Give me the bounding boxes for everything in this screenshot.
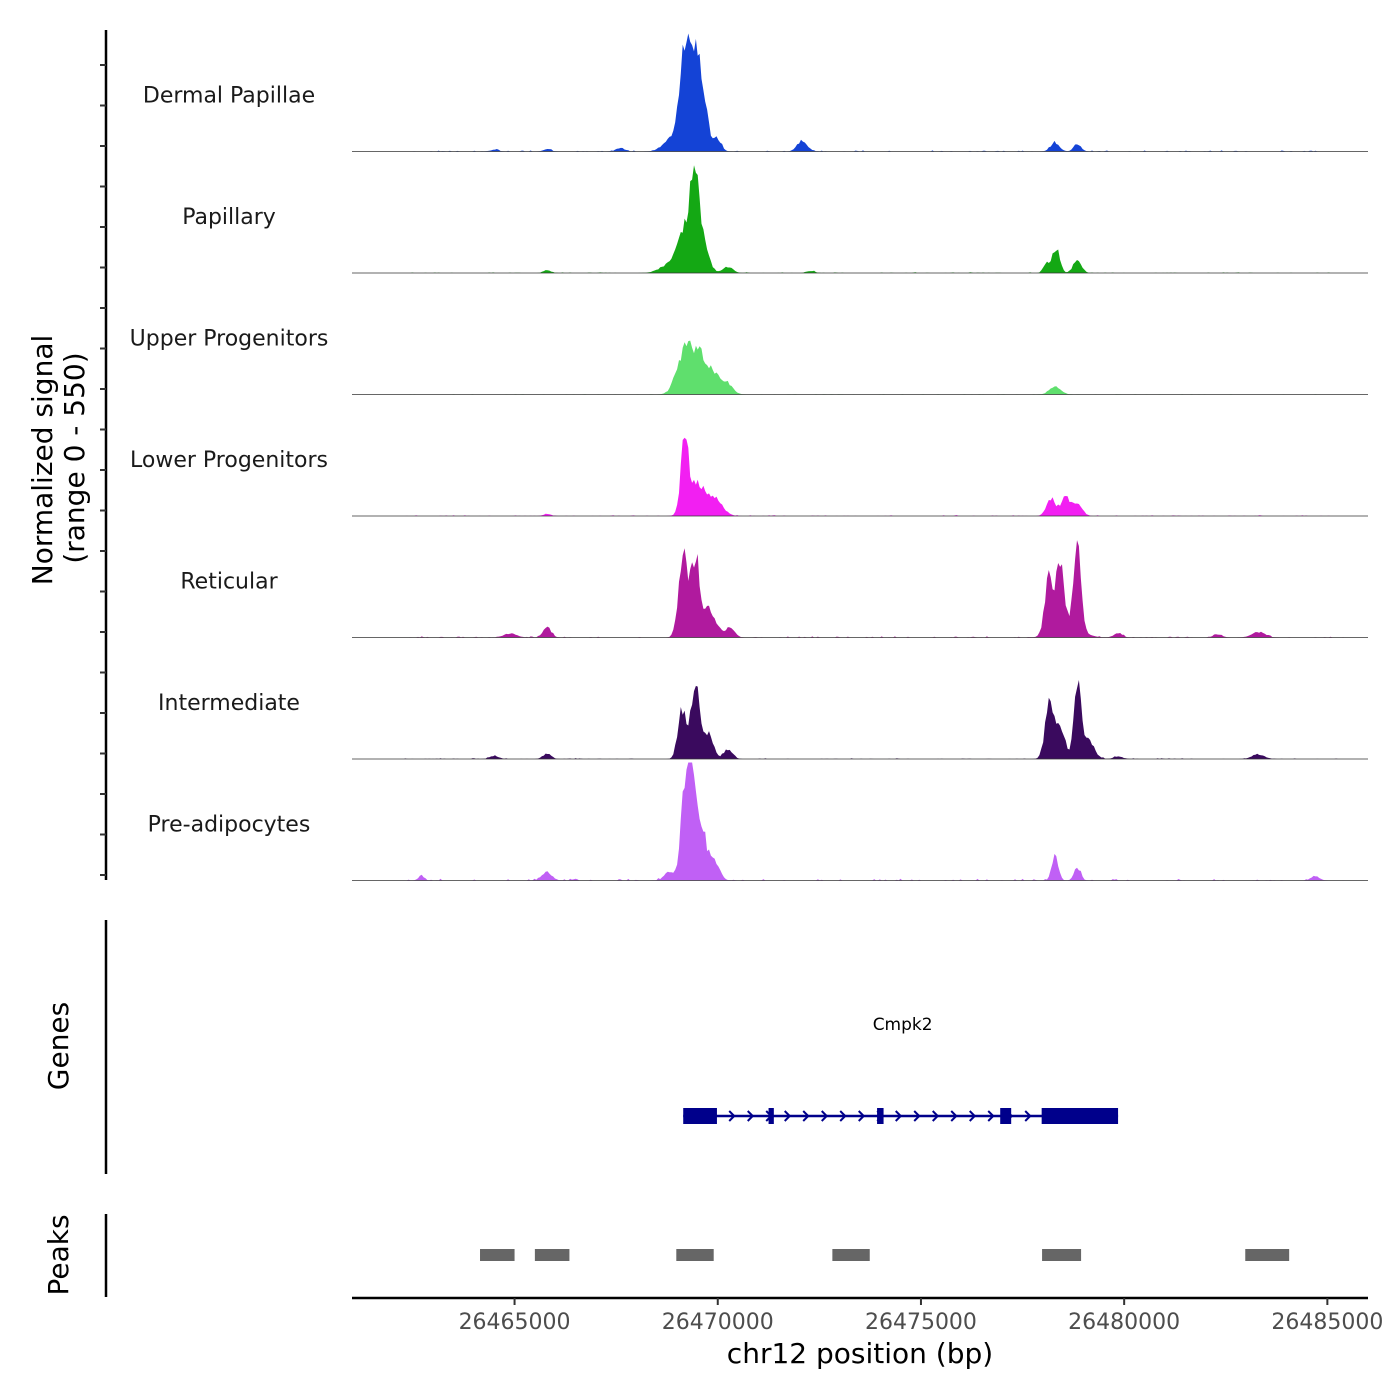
gene-exon bbox=[683, 1108, 717, 1124]
track-5 bbox=[352, 680, 1368, 760]
strand-arrow bbox=[950, 1110, 958, 1122]
signal-y-axis bbox=[100, 30, 108, 880]
track-1 bbox=[352, 165, 1368, 274]
track-labels: Dermal Papillae Papillary Upper Progenitor… bbox=[130, 84, 329, 838]
track-label: Dermal Papillae bbox=[143, 84, 315, 109]
track-4 bbox=[352, 540, 1368, 638]
signal-area bbox=[404, 762, 1344, 881]
x-axis-title: chr12 position (bp) bbox=[727, 1337, 993, 1370]
y-axis-range: (range 0 - 550) bbox=[58, 352, 91, 563]
peak-region bbox=[832, 1249, 870, 1261]
signal-area bbox=[404, 540, 1344, 638]
strand-arrow bbox=[858, 1110, 866, 1122]
track-3 bbox=[352, 437, 1368, 517]
peak-region bbox=[534, 1249, 570, 1261]
track-label: Reticular bbox=[180, 570, 278, 595]
peak-region bbox=[676, 1249, 714, 1261]
strand-arrow bbox=[987, 1110, 995, 1122]
strand-arrow bbox=[1024, 1110, 1032, 1122]
peak-region bbox=[480, 1249, 515, 1261]
track-6 bbox=[352, 762, 1368, 881]
y-axis-title: Normalized signal bbox=[26, 335, 59, 586]
track-label: Intermediate bbox=[158, 691, 300, 716]
strand-arrow bbox=[802, 1110, 810, 1122]
strand-arrow bbox=[969, 1110, 977, 1122]
gene-exon bbox=[1041, 1108, 1119, 1124]
track-label: Pre-adipocytes bbox=[148, 813, 311, 838]
gene-exon bbox=[1000, 1108, 1012, 1124]
strand-arrow bbox=[895, 1110, 903, 1122]
track-label: Upper Progenitors bbox=[130, 327, 329, 352]
strand-arrow bbox=[821, 1110, 829, 1122]
track-label: Lower Progenitors bbox=[130, 448, 328, 473]
x-tick-label: 26485000 bbox=[1271, 1310, 1383, 1335]
gene-exon bbox=[768, 1108, 774, 1124]
x-tick-label: 26475000 bbox=[865, 1310, 977, 1335]
genes-track-title: Genes bbox=[42, 1002, 75, 1090]
track-0 bbox=[352, 33, 1368, 152]
peaks-track-title: Peaks bbox=[42, 1214, 75, 1295]
signal-area bbox=[404, 437, 1344, 516]
strand-arrow bbox=[784, 1110, 792, 1122]
strand-arrow bbox=[932, 1110, 940, 1122]
signal-area bbox=[404, 680, 1344, 759]
x-tick-label: 26465000 bbox=[459, 1310, 571, 1335]
peak-track bbox=[104, 1214, 1290, 1297]
strand-arrow bbox=[728, 1110, 736, 1122]
signal-area bbox=[404, 165, 1344, 273]
peak-region bbox=[1042, 1249, 1082, 1261]
x-axis: 26465000 26470000 26475000 26480000 26485000 bbox=[352, 1296, 1383, 1335]
x-tick-label: 26480000 bbox=[1068, 1310, 1180, 1335]
peak-region bbox=[1245, 1249, 1290, 1261]
x-tick-label: 26470000 bbox=[662, 1310, 774, 1335]
signal-area bbox=[404, 340, 1344, 395]
gene-exon bbox=[877, 1108, 884, 1124]
strand-arrow bbox=[913, 1110, 921, 1122]
gene-track: Cmpk2 bbox=[104, 920, 1119, 1174]
track-2 bbox=[352, 340, 1368, 395]
strand-arrow bbox=[747, 1110, 755, 1122]
signal-tracks bbox=[352, 33, 1368, 881]
gene-name: Cmpk2 bbox=[873, 1015, 933, 1035]
track-label: Papillary bbox=[182, 205, 276, 230]
signal-area bbox=[404, 33, 1344, 152]
strand-arrow bbox=[839, 1110, 847, 1122]
